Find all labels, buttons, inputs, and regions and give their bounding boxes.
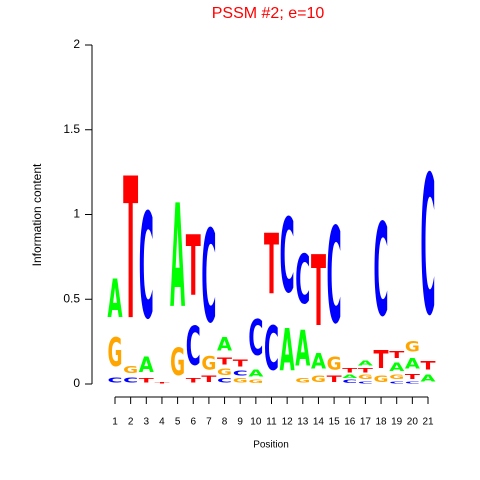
logo-letter: T [405, 372, 421, 380]
x-tick-label: 5 [175, 417, 181, 428]
y-tick-label: 2 [73, 37, 80, 51]
logo-letter: C [327, 200, 342, 354]
x-tick-label: 15 [329, 417, 341, 428]
logo-letter: A [107, 270, 122, 331]
x-tick-label: 6 [190, 417, 196, 428]
logo-letter: C [342, 379, 357, 384]
x-tick-label: 8 [222, 417, 228, 428]
logo-letter: A [170, 174, 185, 339]
logo-letter: T [420, 359, 435, 372]
logo-letter: T [342, 367, 357, 374]
y-tick-label: 1 [73, 207, 80, 221]
x-tick-label: 13 [297, 417, 309, 428]
logo-letter: G [405, 339, 420, 356]
logo-letter: C [107, 376, 122, 384]
logo-letter: A [420, 372, 435, 384]
logo-letter: T [186, 220, 201, 316]
logo-letter: T [358, 367, 373, 374]
logo-letter: A [311, 349, 326, 374]
x-axis-label: Position [253, 440, 289, 451]
logo-letter: T [233, 357, 248, 369]
x-tick-label: 17 [360, 417, 372, 428]
logo-letter: G [123, 364, 138, 376]
logo-letter: G [217, 368, 232, 378]
x-tick-label: 7 [206, 417, 212, 428]
logo-letter: T [139, 377, 154, 384]
x-tick-label: 19 [391, 417, 403, 428]
logo-letter: T [264, 218, 279, 314]
y-tick-label: 0.5 [63, 291, 80, 305]
x-tick-label: 20 [407, 417, 419, 428]
logo-letter: G [389, 374, 404, 381]
logo-letter: G [295, 377, 310, 384]
logo-letter: C [233, 369, 248, 377]
x-tick-label: 2 [128, 417, 134, 428]
x-tick-label: 11 [266, 417, 277, 428]
logo-letter: A [358, 359, 374, 367]
logo-letter: C [420, 137, 435, 359]
logo-letter: C [139, 184, 154, 352]
logo-letter: G [233, 377, 248, 384]
y-axis-label: Information content [30, 163, 44, 266]
logo-letter: T [123, 137, 138, 363]
logo-letter: C [405, 381, 420, 384]
logo-letter: G [201, 353, 216, 374]
x-tick-label: 4 [159, 417, 165, 428]
x-tick-label: 12 [282, 417, 294, 428]
logo-letter: T [374, 345, 389, 375]
logo-letter: C [123, 376, 138, 384]
logo-letter: G [327, 354, 342, 374]
logo-letter: C [389, 381, 404, 384]
x-tick-label: 3 [144, 417, 150, 428]
logo-letter: G [374, 375, 389, 385]
logo-letter: T [327, 374, 343, 384]
y-tick-label: 1.5 [63, 122, 80, 136]
logo-letter: C [248, 310, 263, 367]
logo-letter: A [217, 333, 232, 356]
x-tick-label: 1 [112, 417, 118, 428]
logo-letter: A [280, 318, 295, 385]
logo-letter: A [342, 374, 357, 379]
x-tick-label: 10 [250, 417, 262, 428]
logo-letter: C [295, 240, 310, 320]
logo-letter: G [107, 332, 122, 377]
logo-letter: C [186, 314, 201, 377]
x-tick-label: 16 [344, 417, 356, 428]
logo-letter: A [139, 352, 154, 377]
logo-letter: A [389, 360, 405, 374]
logo-letter: T [186, 377, 201, 384]
logo-letter: T [311, 235, 326, 348]
logo-letter: C [358, 381, 373, 384]
logo-letter: C [264, 313, 279, 384]
logo-letter: G [311, 375, 326, 385]
logo-letter: T [201, 374, 217, 384]
x-tick-label: 9 [237, 417, 243, 428]
logo-letter: C [201, 203, 216, 352]
x-tick-label: 14 [313, 417, 325, 428]
logo-letter: G [248, 379, 263, 384]
logo-letter: G [170, 341, 185, 384]
logo-letter: C [374, 196, 389, 345]
logo-letter: A [295, 319, 310, 377]
logo-letter: T [217, 356, 232, 368]
logo-letter: T [154, 382, 170, 384]
y-tick-label: 0 [73, 376, 80, 390]
logo-letter: A [405, 356, 421, 373]
logo-letter: C [280, 197, 295, 316]
logo-letter: G [358, 374, 373, 381]
x-tick-label: 18 [375, 417, 387, 428]
logo-letter: C [217, 377, 232, 384]
logo-letter: A [248, 367, 263, 379]
chart-title: PSSM #2; e=10 [212, 5, 325, 22]
logo-letter: T [389, 349, 404, 361]
x-tick-label: 21 [422, 417, 434, 428]
